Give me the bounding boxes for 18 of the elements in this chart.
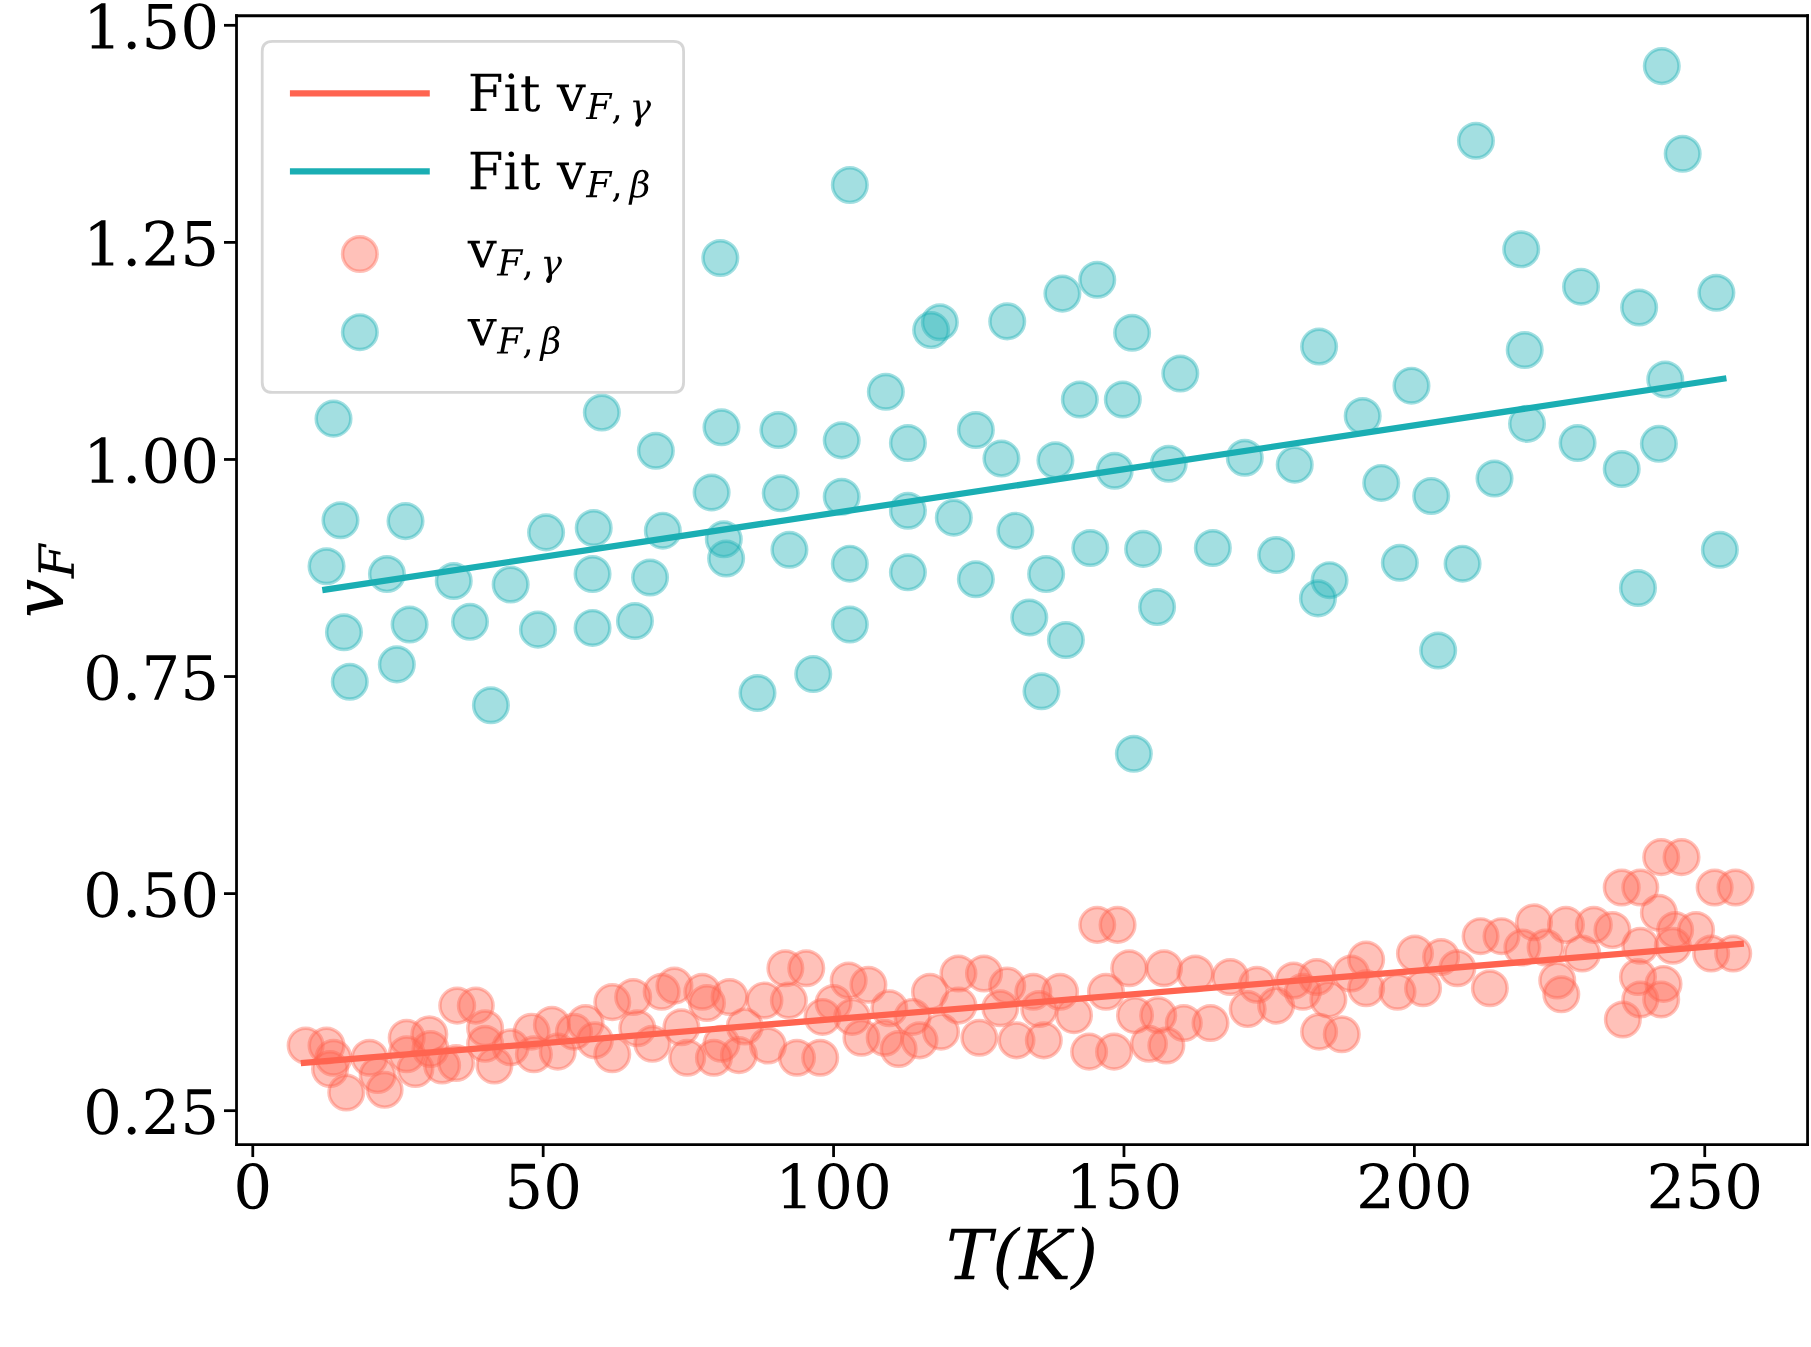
y-tick-label: 1.25: [90, 220, 215, 267]
y-tick-label: 0.75: [87, 654, 215, 701]
legend-label: Fit v$_{F,β}$: [470, 151, 649, 205]
legend-label: Fit v$_{F,γ}$: [470, 73, 651, 127]
x-tick-label: 250: [1650, 1162, 1760, 1210]
y-tick-label: 1.50: [90, 3, 216, 50]
legend-label: v$_{F,γ}$: [467, 240, 562, 284]
y-tick-label: 1.00: [90, 437, 216, 484]
x-tick-label: 150: [1073, 1162, 1179, 1210]
x-tick-label: 100: [782, 1162, 888, 1210]
x-tick-label: 0: [237, 1162, 269, 1210]
y-tick-label: 0.25: [87, 1088, 215, 1135]
y-axis-title: v$_{F}$: [26, 542, 74, 616]
x-tick-label: 50: [509, 1162, 578, 1210]
x-axis-title: T(K): [949, 1226, 1094, 1291]
y-tick-label: 0.50: [87, 871, 216, 918]
legend-label: v$_{F,β}$: [467, 318, 560, 362]
x-tick-label: 200: [1360, 1162, 1469, 1210]
